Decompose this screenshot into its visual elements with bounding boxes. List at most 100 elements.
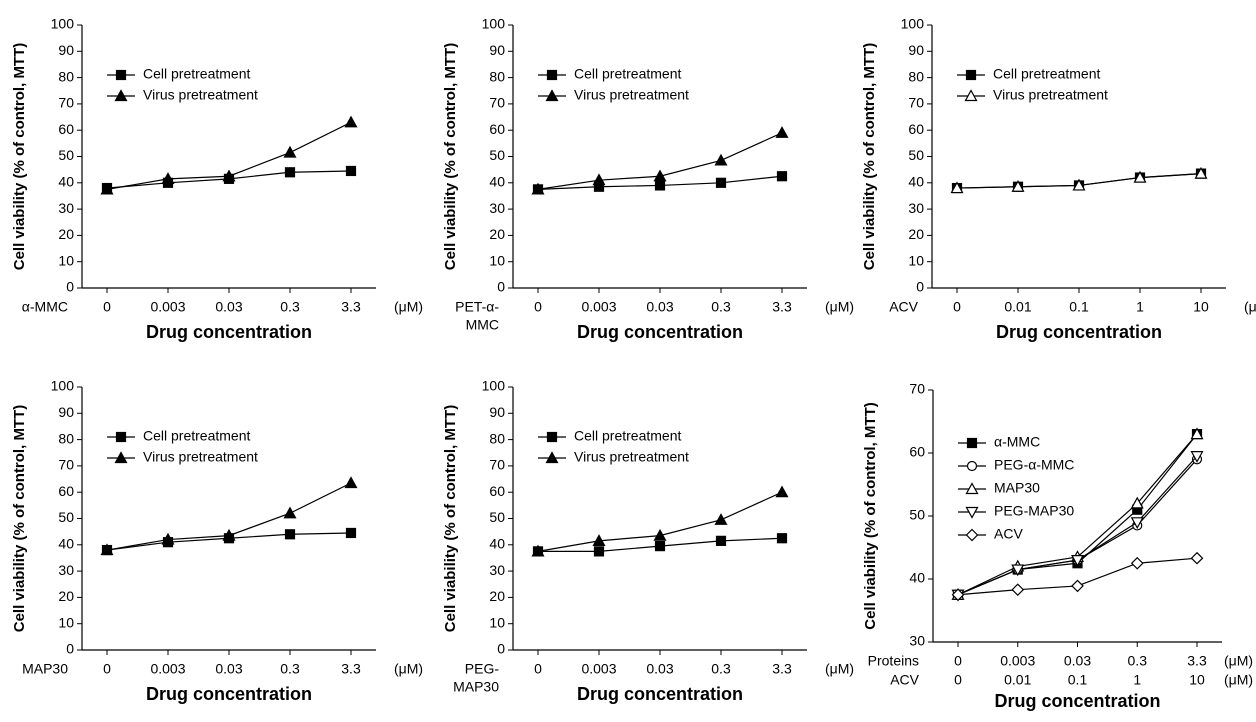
marker bbox=[531, 182, 545, 195]
x-tick-label: 0.01 bbox=[1004, 299, 1031, 315]
y-tick-label: 90 bbox=[58, 42, 74, 58]
x-row-label: ACV bbox=[890, 672, 919, 688]
x-tick-label: 0 bbox=[534, 661, 542, 677]
y-tick-label: 70 bbox=[58, 457, 74, 473]
marker bbox=[222, 528, 236, 541]
y-tick-label: 30 bbox=[58, 200, 74, 216]
x-tick-label: 0.003 bbox=[581, 661, 616, 677]
marker bbox=[531, 544, 545, 557]
marker bbox=[592, 173, 606, 186]
legend-label: α-MMC bbox=[994, 434, 1040, 450]
y-tick-label: 0 bbox=[497, 641, 505, 657]
y-axis-title: Cell viability (% of control, MTT) bbox=[442, 405, 459, 633]
y-tick-label: 40 bbox=[908, 174, 924, 190]
y-tick-label: 70 bbox=[489, 95, 505, 111]
x-unit: (μM) bbox=[825, 299, 854, 315]
x-row-label: MAP30 bbox=[22, 661, 68, 677]
x-axis-title: Drug concentration bbox=[996, 322, 1162, 342]
legend-label: MAP30 bbox=[994, 480, 1040, 496]
marker bbox=[1070, 554, 1085, 567]
marker bbox=[1194, 166, 1208, 179]
marker bbox=[161, 532, 175, 545]
x-tick-label: 0 bbox=[534, 299, 542, 315]
marker bbox=[1011, 564, 1025, 577]
x-tick-label: 10 bbox=[1193, 299, 1209, 315]
marker bbox=[344, 115, 358, 128]
x-unit: (μM) bbox=[394, 299, 423, 315]
panel: 0 10 20 30 40 50 60 70 80 90 100 0 0.003 0.03 0.3 3.3 MA… bbox=[11, 378, 423, 704]
y-tick-label: 70 bbox=[489, 457, 505, 473]
y-tick-label: 40 bbox=[58, 536, 74, 552]
x-axis-title: Drug concentration bbox=[146, 322, 312, 342]
y-tick-label: 30 bbox=[909, 633, 925, 649]
y-axis-title: Cell viability (% of control, MTT) bbox=[861, 43, 878, 271]
legend-marker bbox=[965, 506, 979, 519]
y-tick-label: 70 bbox=[58, 95, 74, 111]
x-row-label: α-MMC bbox=[22, 299, 68, 315]
y-tick-label: 60 bbox=[908, 121, 924, 137]
legend-marker bbox=[965, 528, 979, 542]
marker bbox=[776, 533, 788, 544]
x-tick-label: 3.3 bbox=[341, 299, 361, 315]
x-row-label: PEG- bbox=[465, 661, 500, 677]
x-tick-label: 0.03 bbox=[215, 661, 242, 677]
y-tick-label: 80 bbox=[58, 430, 74, 446]
x-tick-label: 0 bbox=[954, 672, 962, 688]
legend-label: Cell pretreatment bbox=[574, 66, 681, 82]
legend-label: Cell pretreatment bbox=[993, 66, 1100, 82]
marker bbox=[775, 485, 789, 498]
x-tick-label: 0.3 bbox=[280, 299, 300, 315]
y-tick-label: 100 bbox=[51, 16, 75, 32]
legend-marker bbox=[114, 451, 128, 464]
x-tick-label: 0.03 bbox=[1064, 653, 1091, 669]
marker bbox=[776, 171, 788, 182]
y-tick-label: 60 bbox=[489, 121, 505, 137]
x-row-label: Proteins bbox=[868, 653, 919, 669]
y-tick-label: 10 bbox=[489, 614, 505, 630]
y-tick-label: 90 bbox=[908, 42, 924, 58]
y-tick-label: 60 bbox=[58, 121, 74, 137]
y-tick-label: 30 bbox=[489, 562, 505, 578]
legend-marker bbox=[546, 431, 558, 443]
y-tick-label: 30 bbox=[58, 562, 74, 578]
legend-label: ACV bbox=[994, 526, 1023, 542]
legend-label: Virus pretreatment bbox=[143, 87, 258, 103]
marker bbox=[1071, 579, 1084, 593]
x-tick-label: 0.03 bbox=[646, 299, 673, 315]
legend-marker bbox=[966, 437, 978, 449]
marker bbox=[714, 513, 728, 525]
legend-label: Cell pretreatment bbox=[574, 428, 681, 444]
x-unit: (μM) bbox=[1224, 672, 1253, 688]
y-tick-label: 100 bbox=[482, 16, 506, 32]
y-tick-label: 50 bbox=[489, 147, 505, 163]
x-tick-label: 1 bbox=[1133, 672, 1141, 688]
panel: 0 10 20 30 40 50 60 70 80 90 100 0 0.003 0.03 0.3 3.3 α-… bbox=[11, 16, 423, 342]
x-tick-label: 0.003 bbox=[150, 299, 185, 315]
marker bbox=[100, 543, 114, 556]
legend-marker bbox=[545, 89, 559, 102]
y-tick-label: 20 bbox=[489, 588, 505, 604]
x-unit: (μM) bbox=[1244, 299, 1256, 315]
x-tick-label: 0.3 bbox=[711, 299, 731, 315]
x-tick-label: 0.3 bbox=[1128, 653, 1148, 669]
legend-marker bbox=[546, 69, 558, 81]
marker bbox=[592, 534, 606, 546]
y-tick-label: 70 bbox=[909, 381, 925, 397]
x-row-label: PET-α- bbox=[455, 299, 499, 315]
y-tick-label: 80 bbox=[58, 68, 74, 84]
legend-label: Cell pretreatment bbox=[143, 66, 250, 82]
y-tick-label: 90 bbox=[489, 404, 505, 420]
y-tick-label: 0 bbox=[497, 279, 505, 295]
marker bbox=[654, 541, 666, 552]
y-tick-label: 10 bbox=[908, 252, 924, 268]
legend-marker bbox=[114, 89, 128, 102]
marker bbox=[653, 169, 667, 182]
legend-marker bbox=[966, 460, 978, 472]
x-unit: (μM) bbox=[825, 661, 854, 677]
legend-marker bbox=[545, 451, 559, 464]
panel: 30 40 50 60 70 0 0.003 0.03 0.3 3.3 Proteins (μM) 0 0… bbox=[862, 381, 1253, 711]
marker bbox=[951, 588, 965, 602]
x-axis-title: Drug concentration bbox=[577, 684, 743, 704]
y-tick-label: 40 bbox=[489, 174, 505, 190]
x-tick-label: 0.1 bbox=[1068, 672, 1088, 688]
